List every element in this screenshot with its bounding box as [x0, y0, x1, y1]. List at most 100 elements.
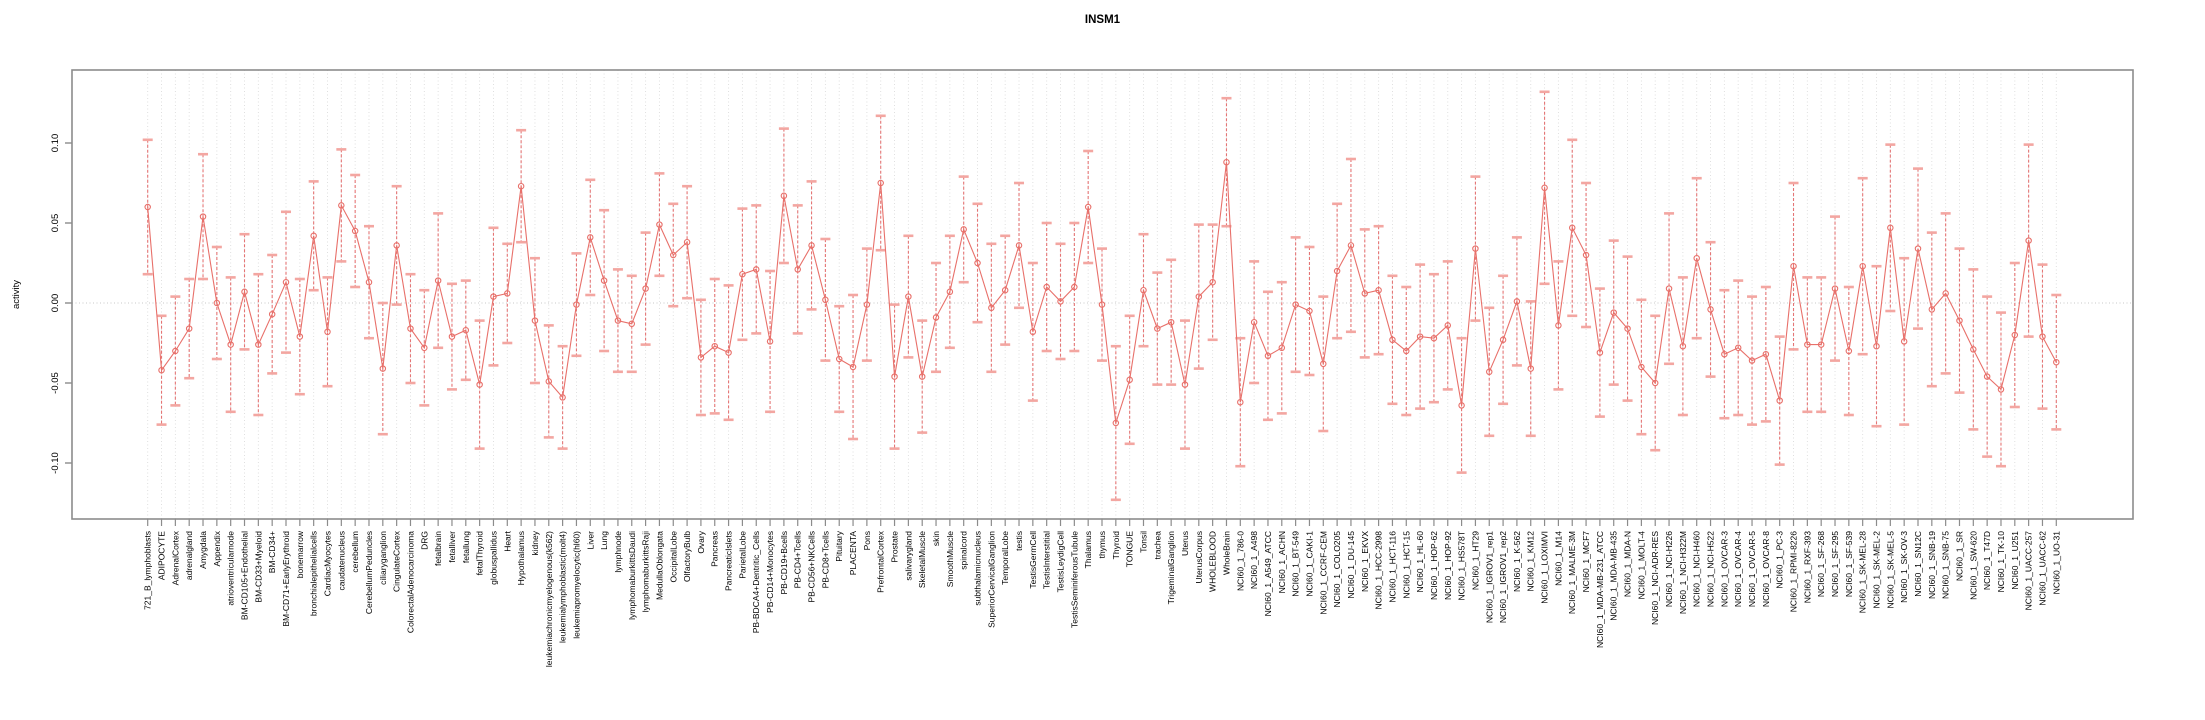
data-point — [780, 192, 788, 200]
x-category-label: PB-CD14+Monocytes — [765, 531, 775, 613]
x-category-label: TestisLeydigCell — [1056, 531, 1066, 593]
data-point — [1223, 158, 1230, 166]
data-point — [1195, 293, 1203, 300]
data-point — [1375, 286, 1382, 294]
data-point — [697, 354, 705, 361]
x-category-label: NCI60_1_RPMI-8226 — [1789, 531, 1799, 613]
data-point — [2039, 333, 2046, 340]
x-category-label: fetalbrain — [433, 531, 443, 566]
x-category-label: Amygdala — [198, 531, 208, 569]
x-category-label: NCI60_1_PC-3 — [1775, 531, 1785, 589]
x-category-label: NCI60_1_SF-268 — [1816, 531, 1826, 597]
data-point — [1914, 245, 1922, 252]
x-category-label: adrenalgland — [184, 531, 194, 580]
x-category-label: Pituitary — [834, 530, 844, 561]
series-line — [147, 162, 2057, 424]
x-category-label: PrefrontalCortex — [876, 530, 886, 593]
data-point — [1638, 363, 1645, 371]
x-category-label: NCI60_1_SK-OV-3 — [1899, 531, 1909, 603]
x-category-label: NCI60_1_HCT-15 — [1401, 531, 1411, 599]
x-category-label: Prostate — [890, 531, 900, 563]
data-point — [255, 341, 262, 348]
data-point — [559, 394, 566, 401]
x-category-label: NCI60_1_LOXIMVI — [1540, 531, 1550, 604]
x-category-label: NCI60_1_SW-620 — [1968, 531, 1978, 600]
data-point — [1831, 285, 1839, 292]
x-category-label: ADIPOCYTE — [157, 531, 167, 580]
data-point — [531, 317, 539, 324]
data-point — [1112, 419, 1120, 427]
x-category-label: NCI60_1_COLO205 — [1332, 531, 1342, 608]
x-category-label: thymus — [1097, 531, 1107, 558]
data-point — [905, 293, 912, 300]
x-category-label: atrioventricularnode — [226, 531, 236, 606]
x-category-label: Thalamus — [1083, 531, 1093, 568]
x-category-label: NCI60_1_RXF-393 — [1802, 531, 1812, 604]
x-category-label: NCI60_1_ACHN — [1277, 531, 1287, 593]
data-point — [338, 202, 345, 209]
data-point — [739, 270, 746, 278]
y-tick-label: -0.05 — [50, 372, 61, 394]
x-category-label: NCI60_1_UACC-257 — [2024, 531, 2034, 611]
y-tick-label: 0.10 — [50, 134, 61, 153]
data-point — [1430, 334, 1438, 342]
x-category-label: NCI60_1_SF-295 — [1830, 531, 1840, 597]
data-point — [670, 251, 677, 259]
x-category-label: NCI60_1_SK-MEL-5 — [1885, 531, 1895, 609]
y-axis-title: activity — [11, 280, 22, 309]
data-point — [1997, 386, 2005, 393]
x-category-label: NCI60_1_OVCAR-4 — [1733, 531, 1743, 607]
data-point — [407, 325, 414, 332]
x-category-label: PB-CD19+Bcells — [779, 531, 789, 595]
x-category-label: NCI60_1_A498 — [1249, 531, 1259, 589]
data-point — [1209, 278, 1216, 286]
data-point — [725, 349, 732, 356]
x-category-label: bronchialepithelialcells — [309, 531, 319, 616]
data-point — [1320, 360, 1327, 368]
data-point — [324, 328, 331, 336]
data-point — [1956, 317, 1963, 324]
x-category-label: Ovary — [696, 530, 706, 553]
x-category-label: OccipitalLobe — [668, 531, 678, 583]
data-point — [918, 373, 926, 380]
data-point — [351, 227, 359, 235]
data-point — [683, 238, 691, 246]
x-category-label: NCI60_1_OVCAR-8 — [1761, 531, 1771, 607]
data-point — [808, 242, 815, 249]
x-category-label: NCI60_1_BT-549 — [1291, 531, 1301, 597]
data-point — [1333, 267, 1341, 275]
data-point — [835, 355, 843, 363]
data-point — [1707, 306, 1714, 313]
data-point — [1458, 402, 1465, 409]
x-category-label: NCI60_1_IGROV1_rep1 — [1484, 531, 1494, 623]
x-category-label: SkeletalMuscle — [917, 531, 927, 588]
x-category-label: NCI60_1_HT29 — [1470, 531, 1480, 590]
data-point — [1679, 342, 1687, 350]
x-category-label: fetallung — [461, 531, 471, 563]
x-category-label: NCI60_1_HS578T — [1457, 531, 1467, 600]
data-point — [1029, 328, 1037, 336]
data-point — [1001, 286, 1009, 294]
x-category-label: NCI60_1_SR — [1954, 531, 1964, 581]
data-point — [1942, 290, 1949, 297]
x-category-label: NCI60_1_M14 — [1553, 531, 1563, 586]
data-point — [988, 304, 995, 312]
data-point — [1734, 344, 1742, 352]
data-points — [144, 158, 2060, 427]
x-category-label: NCI60_1_NCI-H460 — [1692, 531, 1702, 607]
data-point — [1513, 298, 1521, 305]
x-category-label: TemporalLobe — [1000, 531, 1010, 585]
x-category-label: NCI60_1_HOP-92 — [1443, 531, 1453, 600]
x-category-label: TestisGermCell — [1028, 531, 1038, 589]
x-category-label: NCI60_1_SN12C — [1913, 531, 1923, 597]
data-point — [227, 341, 234, 348]
x-category-label: PancreaticIslets — [724, 531, 734, 591]
data-point — [296, 333, 304, 340]
data-point — [1057, 298, 1064, 305]
x-category-label: TrigeminalGanglion — [1166, 531, 1176, 605]
x-category-label: WholeBrain — [1221, 531, 1231, 575]
y-tick-label: 0.00 — [50, 294, 61, 313]
data-point — [1624, 325, 1631, 332]
x-category-label: NCI60_1_EKVX — [1360, 531, 1370, 592]
